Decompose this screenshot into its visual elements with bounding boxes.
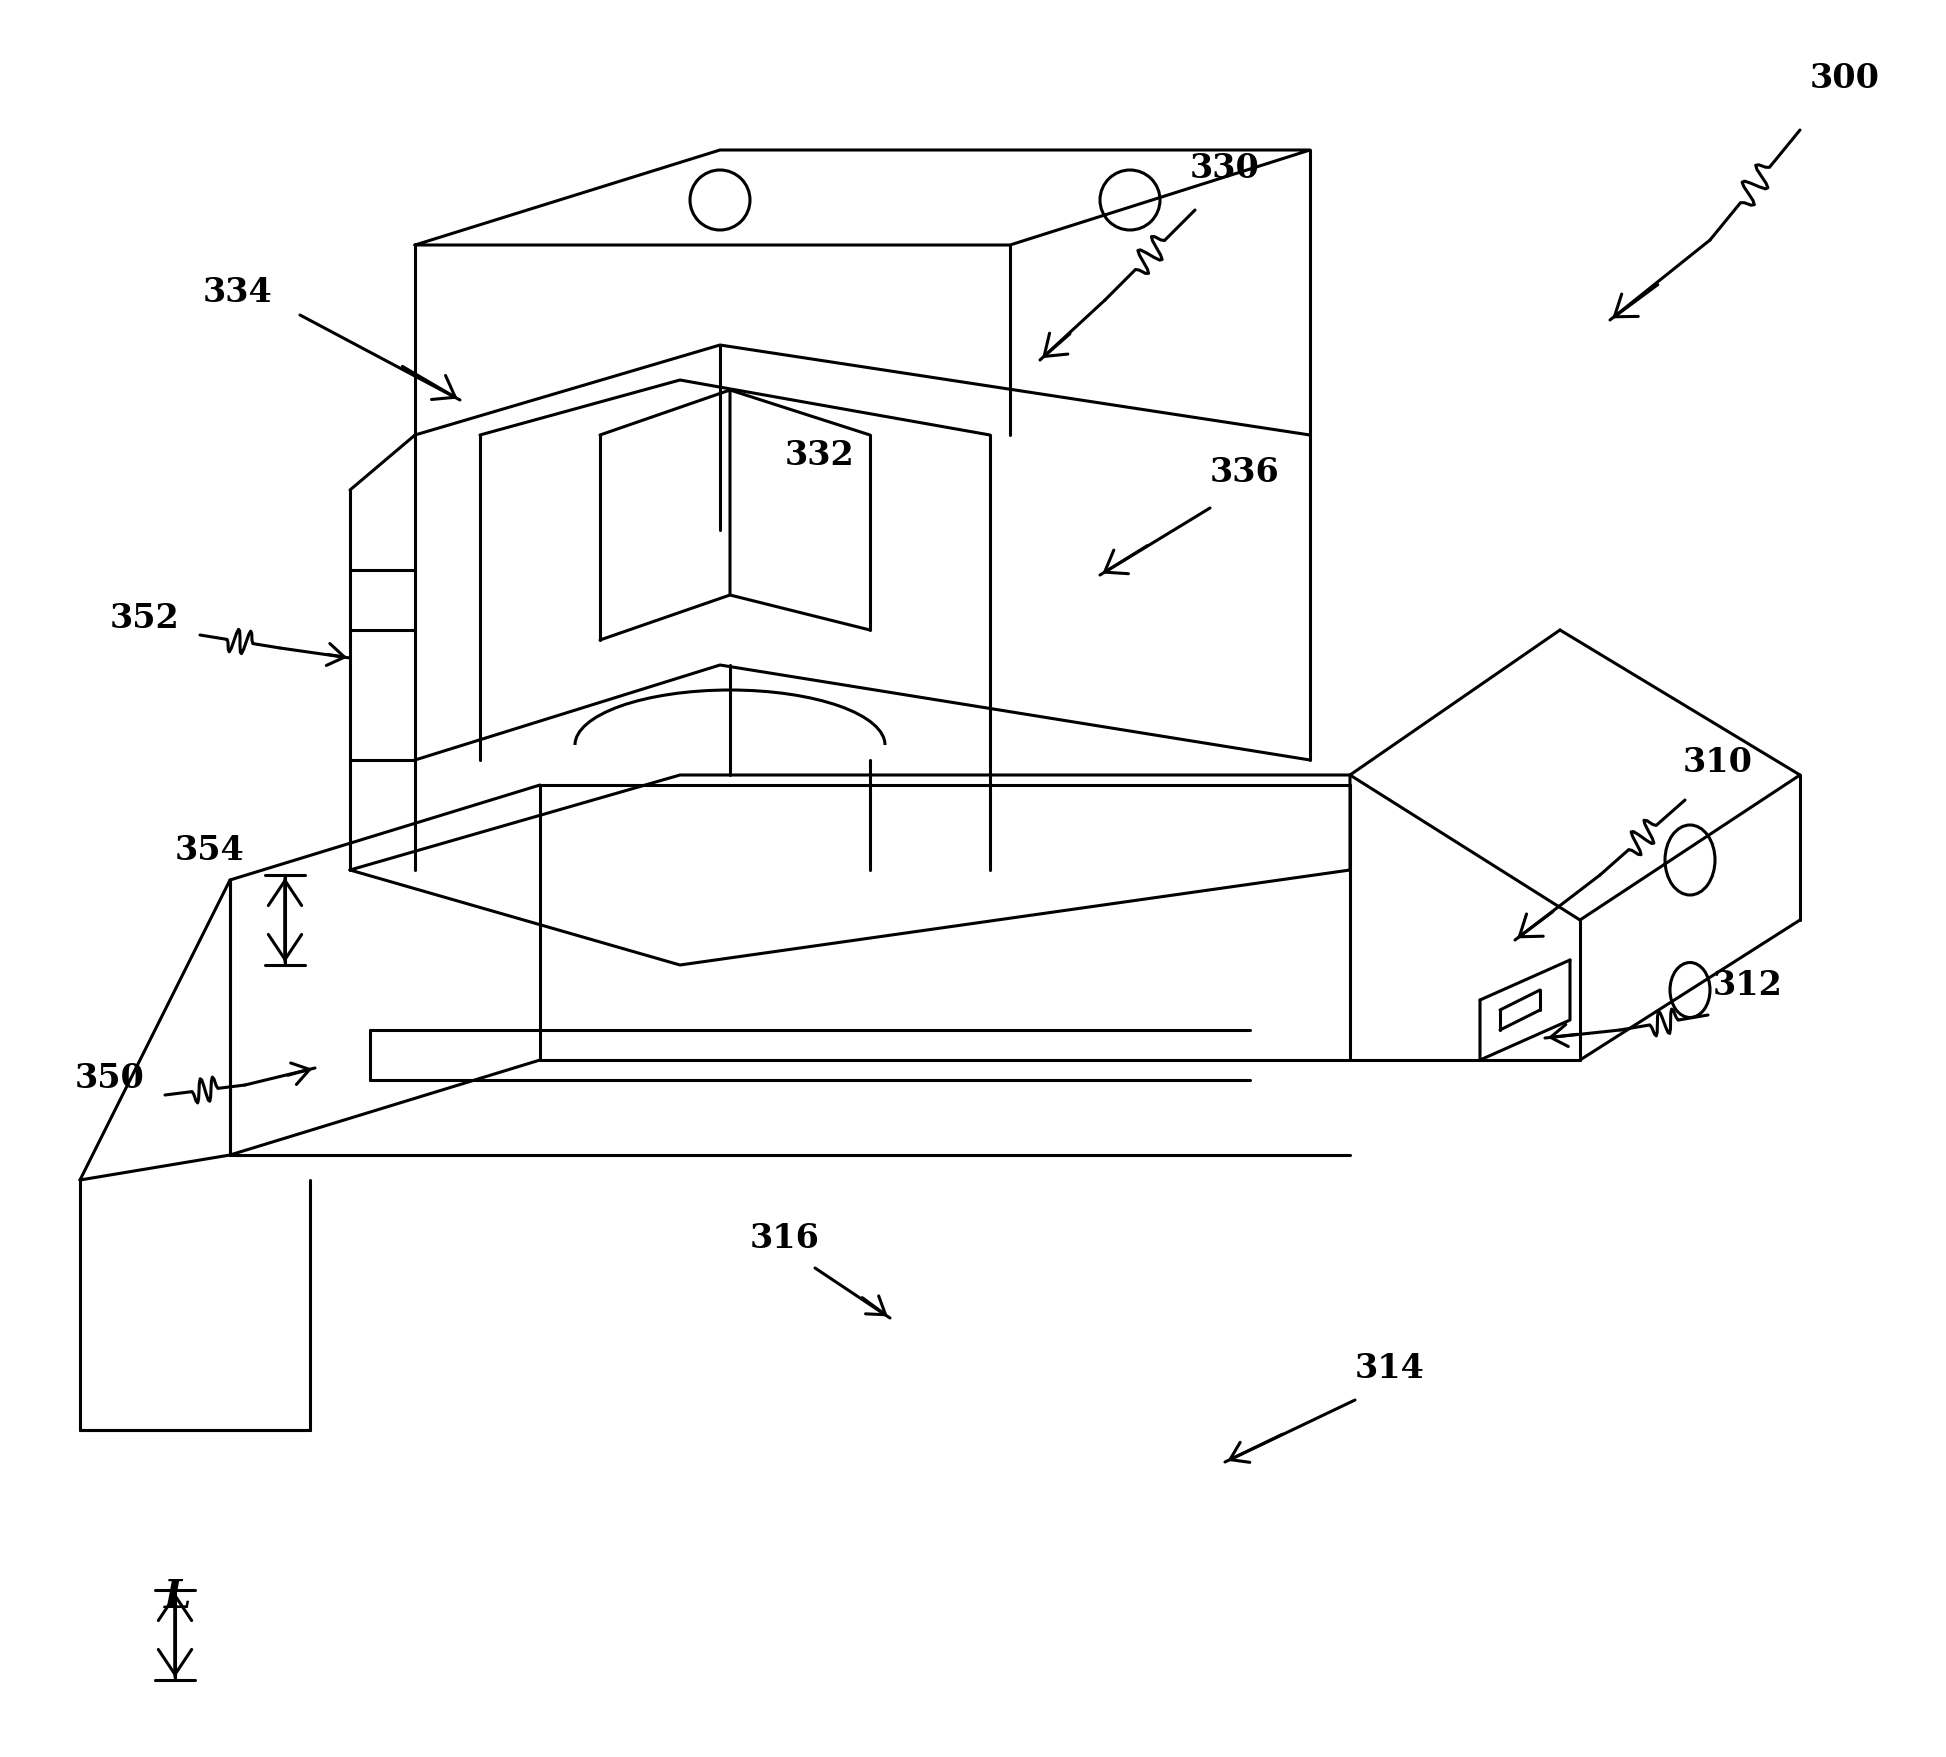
Text: 300: 300 <box>1810 61 1880 95</box>
Text: 316: 316 <box>749 1221 819 1254</box>
Text: 334: 334 <box>202 276 272 309</box>
Text: L: L <box>163 1578 193 1616</box>
Text: 330: 330 <box>1191 151 1259 184</box>
Text: 310: 310 <box>1683 745 1753 778</box>
Text: 336: 336 <box>1210 455 1280 488</box>
Text: 350: 350 <box>76 1061 144 1095</box>
Text: 312: 312 <box>1712 968 1783 1001</box>
Text: 352: 352 <box>111 601 179 634</box>
Text: 354: 354 <box>175 833 245 866</box>
Text: 314: 314 <box>1354 1351 1424 1385</box>
Text: 332: 332 <box>784 439 854 471</box>
